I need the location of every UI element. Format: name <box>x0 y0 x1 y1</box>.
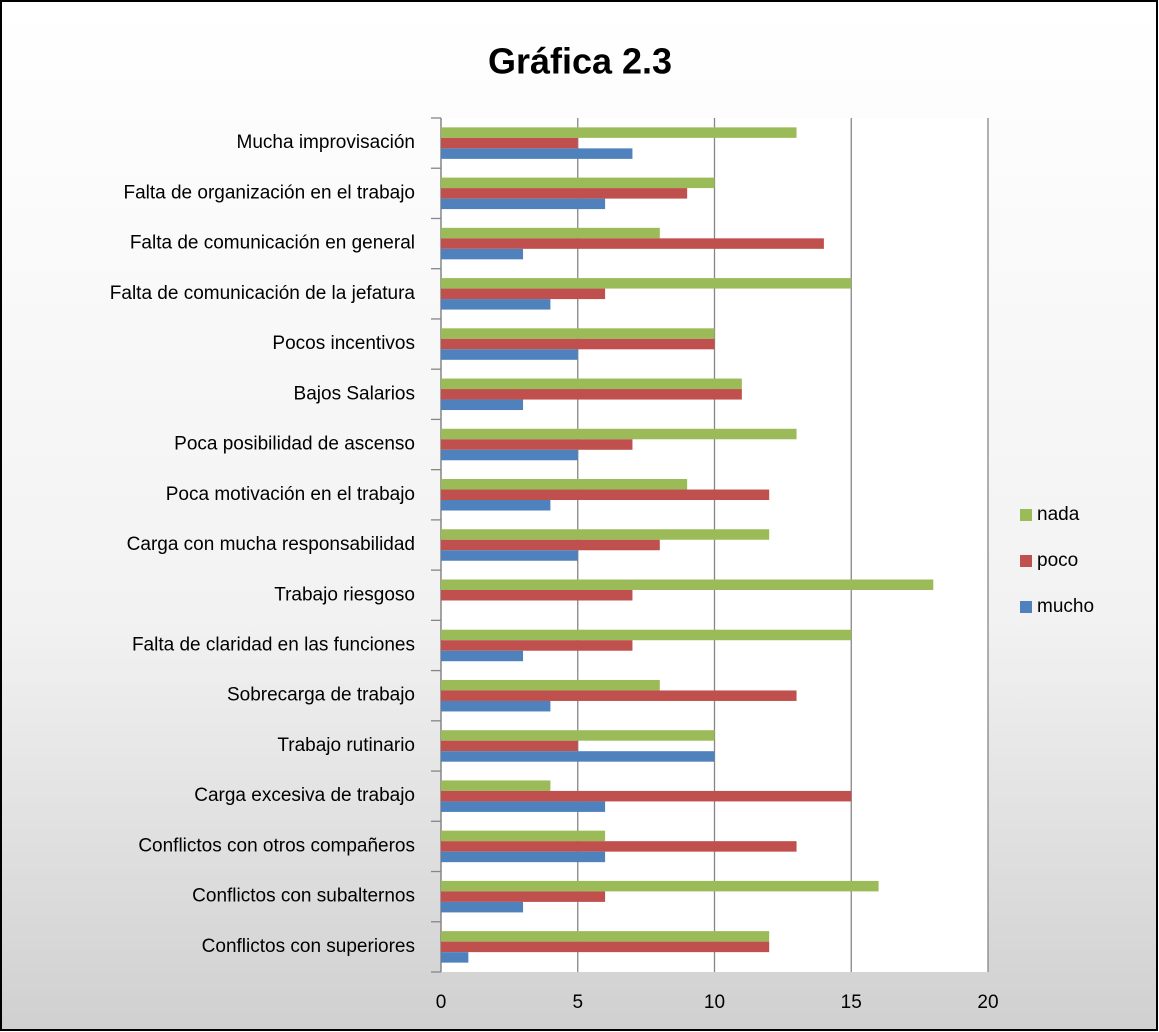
bar <box>441 299 551 310</box>
bar <box>441 338 715 350</box>
x-tick-label: 15 <box>841 992 862 1013</box>
bar <box>441 780 551 791</box>
bar <box>441 700 551 712</box>
bar <box>441 751 715 762</box>
bar <box>441 851 606 863</box>
bar <box>441 479 688 490</box>
y-tick-label: Poca posibilidad de ascenso <box>174 434 415 455</box>
bar <box>441 177 715 189</box>
x-tick-label: 10 <box>704 992 725 1013</box>
y-tick-label: Conflictos con otros compañeros <box>138 835 415 856</box>
bar <box>441 198 606 210</box>
bar <box>441 830 606 842</box>
legend-swatch <box>1020 555 1032 567</box>
y-tick-label: Bajos Salarios <box>294 383 415 404</box>
bar <box>441 740 578 752</box>
bar <box>441 952 469 963</box>
bar <box>441 941 770 953</box>
bar <box>441 378 742 390</box>
bar <box>441 650 524 662</box>
bar <box>441 931 770 942</box>
bar <box>441 880 879 892</box>
bar <box>441 679 660 691</box>
bar <box>441 529 770 540</box>
x-tick-label: 20 <box>977 992 998 1013</box>
bar <box>441 489 770 501</box>
x-tick-label: 0 <box>436 992 447 1013</box>
bar <box>441 288 606 300</box>
y-tick-label: Sobrecarga de trabajo <box>227 685 415 706</box>
y-tick-label: Poca motivación en el trabajo <box>166 484 415 505</box>
y-tick-label: Conflictos con superiores <box>202 936 415 957</box>
y-tick-label: Falta de organización en el trabajo <box>123 182 415 203</box>
bar <box>441 428 797 440</box>
bar <box>441 589 633 601</box>
bar <box>441 127 797 138</box>
bar <box>441 399 524 411</box>
bar <box>441 449 578 461</box>
bar <box>441 349 578 360</box>
bar <box>441 248 524 260</box>
bar <box>441 891 606 902</box>
y-tick-label: Conflictos con subalternos <box>192 886 415 907</box>
bar <box>441 550 578 561</box>
y-tick-label: Carga con mucha responsabilidad <box>127 534 415 555</box>
bar <box>441 500 551 511</box>
bar <box>441 841 797 852</box>
bar <box>441 278 852 289</box>
y-tick-label: Mucha improvisación <box>237 132 415 153</box>
bar <box>441 801 606 812</box>
bar <box>441 579 934 590</box>
legend-label: nada <box>1037 504 1080 525</box>
y-tick-label: Falta de comunicación en general <box>130 233 415 254</box>
bar <box>441 439 633 450</box>
y-tick-label: Falta de claridad en las funciones <box>132 634 415 655</box>
legend-label: mucho <box>1037 596 1094 617</box>
bar <box>441 640 633 651</box>
bar <box>441 227 660 239</box>
legend-swatch <box>1020 601 1032 613</box>
bar <box>441 790 852 802</box>
y-tick-label: Carga excesiva de trabajo <box>194 785 415 806</box>
bar <box>441 188 688 199</box>
x-tick-label: 5 <box>572 992 583 1013</box>
bar <box>441 690 797 701</box>
bar <box>441 629 852 641</box>
bar <box>441 389 742 400</box>
bar <box>441 137 578 149</box>
bar <box>441 238 824 249</box>
legend-swatch <box>1020 509 1032 521</box>
y-tick-label: Pocos incentivos <box>272 333 415 354</box>
bar <box>441 901 524 913</box>
y-tick-label: Trabajo riesgoso <box>274 584 415 605</box>
bar <box>441 328 715 339</box>
bar <box>441 730 715 741</box>
bar <box>441 539 660 551</box>
bar <box>441 148 633 159</box>
y-tick-label: Falta de comunicación de la jefatura <box>110 283 416 304</box>
legend-label: poco <box>1037 550 1078 571</box>
y-tick-label: Trabajo rutinario <box>277 735 415 756</box>
chart-title: Gráfica 2.3 <box>488 41 672 82</box>
